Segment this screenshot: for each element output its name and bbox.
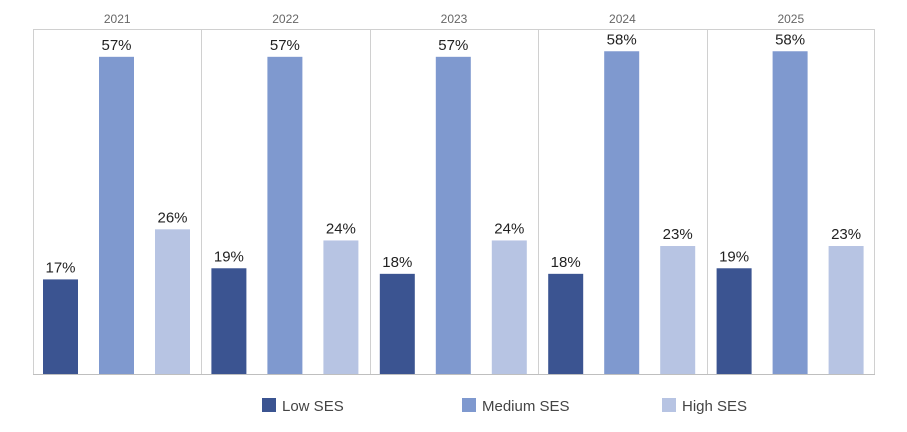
legend-label-high-ses: High SES xyxy=(682,398,747,415)
data-label-high-ses-2025: 23% xyxy=(831,226,861,243)
bar-low-ses-2024 xyxy=(548,273,584,374)
plot-frame xyxy=(33,29,875,375)
data-label-low-ses-2023: 18% xyxy=(382,254,412,271)
year-label-2022: 2022 xyxy=(272,12,299,26)
bar-high-ses-2024 xyxy=(660,246,696,374)
year-labels: 2021 2022 2023 2024 2025 xyxy=(104,12,805,26)
bar-low-ses-2021 xyxy=(43,279,78,374)
data-label-low-ses-2024: 18% xyxy=(551,254,581,271)
data-label-low-ses-2025: 19% xyxy=(719,248,749,265)
year-label-2025: 2025 xyxy=(777,12,804,26)
legend: Low SES Medium SES High SES xyxy=(262,398,747,415)
year-label-2024: 2024 xyxy=(609,12,636,26)
year-label-2021: 2021 xyxy=(104,12,131,26)
bar-medium-ses-2025 xyxy=(772,51,808,375)
data-label-high-ses-2022: 24% xyxy=(326,220,356,237)
legend-item-medium-ses: Medium SES xyxy=(462,398,570,415)
bar-low-ses-2025 xyxy=(716,268,752,374)
data-label-medium-ses-2025: 58% xyxy=(775,31,805,48)
bars xyxy=(43,51,864,375)
bar-medium-ses-2022 xyxy=(267,56,303,375)
bar-low-ses-2022 xyxy=(211,268,247,374)
legend-swatch-medium-ses xyxy=(462,398,476,412)
data-label-low-ses-2021: 17% xyxy=(45,259,75,276)
bar-medium-ses-2023 xyxy=(435,56,471,375)
bar-high-ses-2021 xyxy=(155,229,190,374)
data-label-high-ses-2021: 26% xyxy=(157,209,187,226)
legend-item-high-ses: High SES xyxy=(662,398,747,415)
year-label-2023: 2023 xyxy=(441,12,468,26)
data-label-medium-ses-2022: 57% xyxy=(270,37,300,54)
data-label-high-ses-2023: 24% xyxy=(494,220,524,237)
legend-item-low-ses: Low SES xyxy=(262,398,344,415)
data-labels: 17% 57% 26% 19% 57% 24% 18% 57% 24% 18% 58% 23% 19% 5… xyxy=(45,31,861,276)
data-label-low-ses-2022: 19% xyxy=(214,248,244,265)
bar-medium-ses-2024 xyxy=(604,51,640,375)
legend-label-low-ses: Low SES xyxy=(282,398,344,415)
bar-high-ses-2022 xyxy=(323,240,359,374)
data-label-medium-ses-2024: 58% xyxy=(607,31,637,48)
legend-label-medium-ses: Medium SES xyxy=(482,398,570,415)
data-label-high-ses-2024: 23% xyxy=(663,226,693,243)
data-label-medium-ses-2023: 57% xyxy=(438,37,468,54)
legend-swatch-high-ses xyxy=(662,398,676,412)
bar-medium-ses-2021 xyxy=(99,56,134,375)
legend-swatch-low-ses xyxy=(262,398,276,412)
bar-high-ses-2025 xyxy=(828,246,864,374)
bar-high-ses-2023 xyxy=(491,240,527,374)
data-label-medium-ses-2021: 57% xyxy=(101,37,131,54)
bar-low-ses-2023 xyxy=(379,273,415,374)
